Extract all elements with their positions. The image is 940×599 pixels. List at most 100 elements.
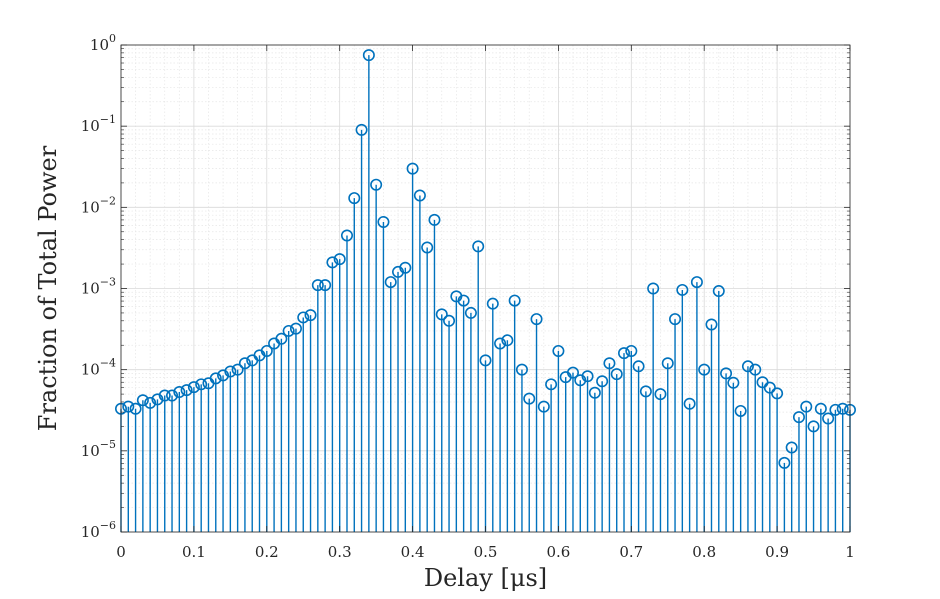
stem-marker — [822, 412, 835, 425]
stem-marker — [596, 375, 609, 388]
stem-marker — [472, 240, 485, 253]
stem-marker — [435, 308, 448, 321]
stem-marker — [632, 360, 645, 373]
stem-marker — [676, 283, 689, 296]
x-axis-label: Delay [μs] — [424, 564, 547, 592]
stem-marker — [610, 368, 623, 381]
stem-marker — [289, 322, 302, 335]
marker-series — [115, 49, 856, 469]
stem-marker — [479, 354, 492, 367]
stem-marker — [333, 253, 346, 266]
stem-marker — [588, 386, 601, 399]
stem-marker — [537, 400, 550, 413]
stem-marker — [720, 367, 733, 380]
stem-marker — [654, 388, 667, 401]
stem-marker — [683, 397, 696, 410]
x-tick-label: 1 — [845, 543, 855, 561]
axis-ticks — [120, 44, 851, 533]
stem-marker — [151, 393, 164, 406]
stem-marker — [399, 261, 412, 274]
x-tick-label: 0.6 — [546, 543, 570, 561]
stem-marker — [778, 456, 791, 469]
stem-marker — [712, 285, 725, 298]
stem-marker — [523, 392, 536, 405]
stem-marker — [741, 360, 754, 373]
stem-marker — [486, 297, 499, 310]
x-tick-label: 0.8 — [692, 543, 716, 561]
stem-marker — [661, 357, 674, 370]
stem-marker — [545, 378, 558, 391]
y-tick-label: 10−3 — [81, 276, 116, 298]
stem-marker — [173, 386, 186, 399]
y-tick-label: 10−6 — [81, 519, 116, 541]
stem-marker — [340, 229, 353, 242]
stem-marker — [231, 363, 244, 376]
stem-marker — [129, 402, 142, 415]
x-tick-labels: 0 0.1 0.2 0.3 0.4 0.5 0.6 0.7 0.8 0.9 1 — [116, 543, 855, 561]
stem-marker — [698, 363, 711, 376]
stem-marker — [275, 332, 288, 345]
stem-marker — [443, 314, 456, 327]
stem-marker — [771, 387, 784, 400]
stem-marker — [705, 318, 718, 331]
stem-marker — [377, 215, 390, 228]
stem-marker — [603, 357, 616, 370]
stem-marker — [195, 378, 208, 391]
stem-marker — [552, 344, 565, 357]
stem-marker — [370, 178, 383, 191]
stem-series — [120, 55, 851, 532]
stem-marker — [428, 213, 441, 226]
stem-marker — [807, 420, 820, 433]
y-tick-label: 10−1 — [81, 113, 116, 135]
stem-marker — [136, 394, 149, 407]
y-tick-label: 10−5 — [81, 438, 116, 460]
y-tick-label: 100 — [90, 32, 116, 54]
y-tick-label: 10−4 — [81, 357, 116, 379]
stem-marker — [727, 376, 740, 389]
stem-marker — [413, 189, 426, 202]
stem-marker — [122, 400, 135, 413]
stem-marker — [618, 347, 631, 360]
y-tick-label: 10−2 — [81, 194, 116, 216]
stem-marker — [166, 389, 179, 402]
stem-marker — [800, 400, 813, 413]
stem-marker — [224, 365, 237, 378]
x-tick-label: 0.2 — [255, 543, 279, 561]
stem-marker — [326, 256, 339, 269]
stem-marker — [297, 311, 310, 324]
stem-marker — [792, 411, 805, 424]
stem-marker — [457, 294, 470, 307]
stem-marker — [501, 334, 514, 347]
stem-marker — [319, 279, 332, 292]
stem-marker — [282, 324, 295, 337]
stem-marker — [734, 404, 747, 417]
stem-marker — [581, 370, 594, 383]
stem-marker — [260, 344, 273, 357]
x-tick-label: 0.9 — [765, 543, 789, 561]
stem-marker — [421, 241, 434, 254]
stem-marker — [625, 344, 638, 357]
stem-marker — [530, 313, 543, 326]
stem-marker — [144, 396, 157, 409]
stem-marker — [647, 282, 660, 295]
stem-marker — [515, 363, 528, 376]
stem-marker — [180, 384, 193, 397]
stem-marker — [763, 381, 776, 394]
stem-marker — [348, 192, 361, 205]
y-axis-label: Fraction of Total Power — [34, 145, 62, 431]
y-tick-labels: 100 10−1 10−2 10−3 10−4 10−5 10−6 — [81, 32, 116, 541]
stem-marker — [814, 402, 827, 415]
stem-marker — [566, 366, 579, 379]
stem-marker — [311, 279, 324, 292]
stem-marker — [639, 385, 652, 398]
stem-marker — [836, 402, 849, 415]
stem-marker — [209, 372, 222, 385]
stem-marker — [158, 389, 171, 402]
x-tick-label: 0.7 — [619, 543, 643, 561]
stem-marker — [238, 357, 251, 370]
x-tick-label: 0 — [116, 543, 126, 561]
x-tick-label: 0.1 — [182, 543, 206, 561]
stem-marker — [690, 276, 703, 289]
stem-marker — [384, 276, 397, 289]
